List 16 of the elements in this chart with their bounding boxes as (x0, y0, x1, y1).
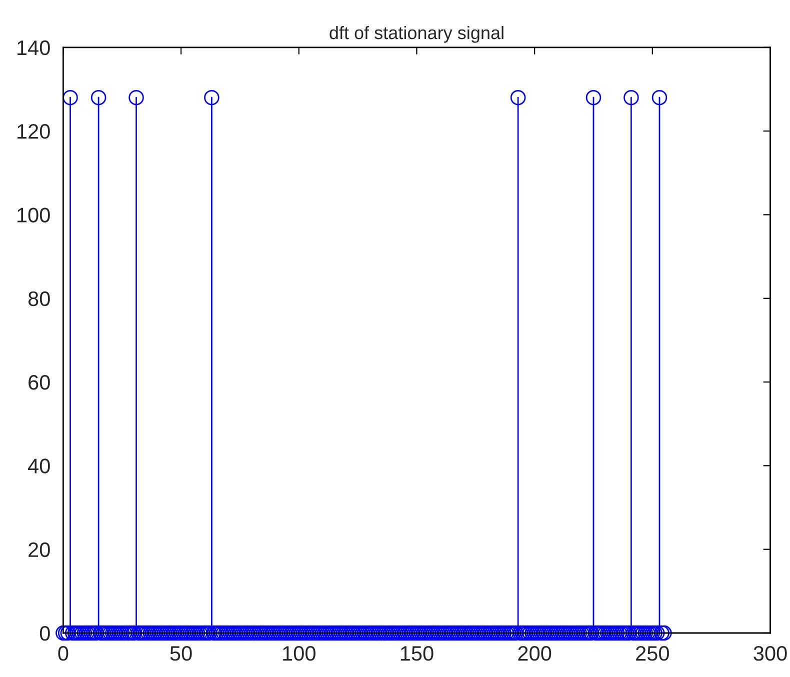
y-tick-label: 100 (18, 208, 50, 222)
y-tick-label: 140 (18, 40, 50, 56)
y-tick-label: 20 (28, 542, 50, 558)
y-tick-label: 80 (28, 291, 50, 306)
y-tick-label: 60 (28, 375, 50, 390)
x-tick-label: 50 (170, 646, 192, 661)
y-tick-label: 40 (28, 458, 50, 474)
x-tick-label: 0 (58, 646, 68, 661)
x-tick-label: 200 (518, 646, 552, 661)
y-tick-label: 120 (18, 124, 50, 139)
x-tick-label: 100 (283, 646, 316, 661)
x-tick-label: 250 (636, 646, 669, 661)
y-tick-label: 0 (40, 626, 50, 641)
chart-title: dft of stationary signal (330, 26, 504, 43)
x-tick-label: 300 (754, 646, 787, 661)
x-tick-label: 150 (400, 646, 434, 661)
